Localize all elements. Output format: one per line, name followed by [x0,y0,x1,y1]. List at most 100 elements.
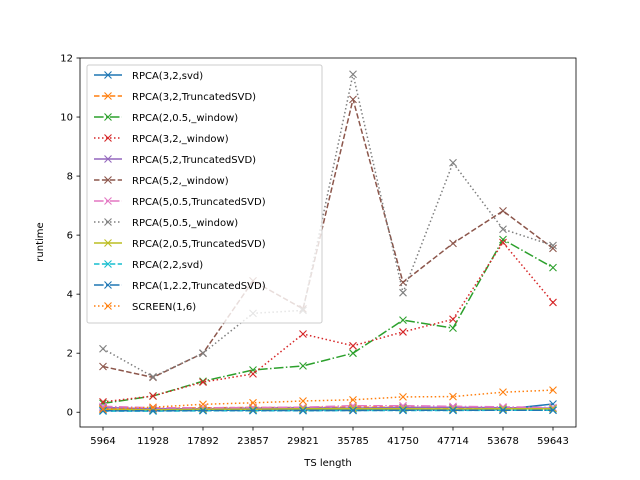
data-point-marker [99,344,107,353]
data-point-marker [249,369,257,378]
legend-label: RPCA(1,2.2,TruncatedSVD) [132,281,266,292]
x-tick-label: 5964 [90,436,115,447]
y-axis-label: runtime [35,222,46,261]
legend-item: RPCA(5,0.5,_window) [94,218,238,229]
data-point-marker [449,324,457,332]
data-point-marker [249,366,257,374]
data-point-marker [499,388,507,397]
legend-label: RPCA(2,2,svd) [132,260,203,271]
data-point-marker [99,406,107,415]
data-point-marker [549,404,557,413]
series-line [102,73,554,378]
y-tick-label: 4 [67,290,73,301]
legend-label: SCREEN(1,6) [132,302,196,313]
x-tick-label: 11928 [137,436,169,447]
legend-label: RPCA(5,2,TruncatedSVD) [132,155,256,166]
data-point-marker [549,244,557,253]
series-line [102,389,554,411]
data-point-marker [299,362,307,370]
legend-label: RPCA(5,0.5,TruncatedSVD) [132,197,266,208]
data-point-marker [349,95,357,104]
data-point-marker [399,316,407,325]
data-point-marker [499,207,507,215]
data-point-marker [349,349,357,358]
data-point-marker [399,406,407,415]
x-axis-label: TS length [303,458,352,469]
legend-label: RPCA(2,0.5,_window) [132,113,238,124]
data-point-marker [349,70,357,79]
data-point-marker [549,241,557,250]
data-point-marker [449,406,457,415]
data-point-marker [199,378,207,387]
series-rpca-3-2-window [99,238,557,406]
x-tick-label: 29821 [287,436,319,447]
data-point-marker [449,158,457,167]
data-point-marker [449,392,457,401]
legend-marker [104,71,112,79]
legend-box [86,64,323,324]
data-point-marker [349,406,357,415]
data-point-marker [249,405,257,414]
data-point-marker [349,403,357,412]
data-point-marker [99,362,107,371]
legend-marker [104,92,112,100]
data-point-marker [349,395,357,404]
series-line [102,98,554,379]
legend-item: RPCA(5,2,_window) [94,176,229,187]
data-point-marker [499,406,507,415]
data-point-marker [99,405,107,414]
series-lines [99,70,557,415]
legend-item: RPCA(1,2.2,TruncatedSVD) [94,281,266,292]
x-tick-label: 35785 [337,436,369,447]
data-point-marker [199,349,207,358]
data-point-marker [499,235,507,244]
x-tick-label: 17892 [187,436,219,447]
x-tick-label: 47714 [437,436,469,447]
data-point-marker [299,403,307,412]
y-tick-label: 8 [67,172,73,183]
y-tick-label: 6 [67,231,73,242]
y-tick-label: 10 [60,113,73,124]
data-point-marker [149,403,157,412]
legend-label: RPCA(3,2,TruncatedSVD) [132,92,256,103]
legend-marker [104,281,112,289]
legend-item: RPCA(5,0.5,TruncatedSVD) [94,197,266,208]
data-point-marker [499,225,507,234]
data-point-marker [149,406,157,415]
legend-label: RPCA(5,2,_window) [132,176,229,187]
y-tick-label: 2 [67,349,73,360]
legend-marker [104,197,112,205]
series-line [102,241,554,403]
series-line [102,406,554,410]
legend-marker [104,260,112,268]
series-line [103,409,553,412]
data-point-marker [549,298,557,307]
data-point-marker [299,330,307,338]
axis-ticks: 5964 11928 17892 23857 29821 35785 41750 47714 5… [60,54,569,448]
x-tick-label: 41750 [387,436,419,447]
data-point-marker [399,328,407,336]
series-line [102,407,553,411]
legend-label: RPCA(3,2,svd) [132,71,203,82]
y-tick-label: 0 [67,408,73,419]
data-point-marker [299,406,307,415]
data-point-marker [449,239,457,248]
plot-frame [79,57,577,428]
legend-marker [104,302,112,310]
data-point-marker [249,398,257,407]
legend-item: RPCA(3,2,TruncatedSVD) [94,92,256,103]
legend-marker [104,239,112,247]
legend-marker [104,176,112,184]
data-point-marker [449,405,457,413]
x-tick-label: 23857 [237,436,269,447]
legend-item: RPCA(2,0.5,_window) [94,113,238,124]
data-point-marker [499,404,507,413]
series-line [102,404,554,409]
data-point-marker [449,315,457,324]
data-point-marker [549,406,557,415]
legend-marker [104,218,112,226]
legend: RPCA(3,2,svd) RPCA(3,2,TruncatedSVD) RPCA(… [86,64,323,324]
data-point-marker [199,377,207,386]
data-point-marker [249,406,257,415]
